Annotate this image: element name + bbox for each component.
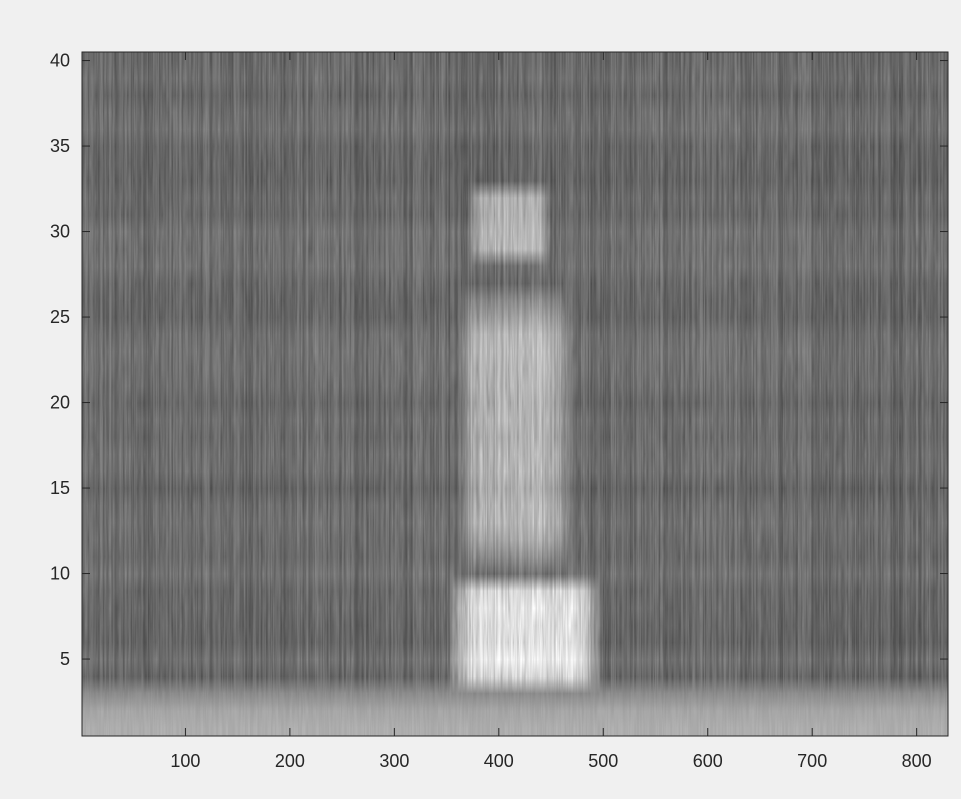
- x-tick-label: 500: [588, 751, 618, 771]
- y-axis: 5 10 15 20 25 30 35 40: [50, 51, 948, 669]
- x-tick-label: 200: [275, 751, 305, 771]
- x-tick-label: 400: [484, 751, 514, 771]
- heatmap-image: [82, 52, 948, 736]
- x-tick-label: 100: [170, 751, 200, 771]
- axes-border: [81, 51, 949, 737]
- y-tick-label: 15: [50, 478, 70, 498]
- x-tick-label: 300: [379, 751, 409, 771]
- x-tick-label: 800: [902, 751, 932, 771]
- y-tick-label: 30: [50, 222, 70, 242]
- y-tick-label: 25: [50, 307, 70, 327]
- y-tick-label: 20: [50, 393, 70, 413]
- y-tick-label: 10: [50, 564, 70, 584]
- x-axis: 100 200 300 400 500 600 700 800: [170, 52, 932, 771]
- y-tick-label: 40: [50, 51, 70, 71]
- x-tick-label: 600: [693, 751, 723, 771]
- y-tick-label: 5: [60, 649, 70, 669]
- y-tick-label: 35: [50, 136, 70, 156]
- x-tick-label: 700: [797, 751, 827, 771]
